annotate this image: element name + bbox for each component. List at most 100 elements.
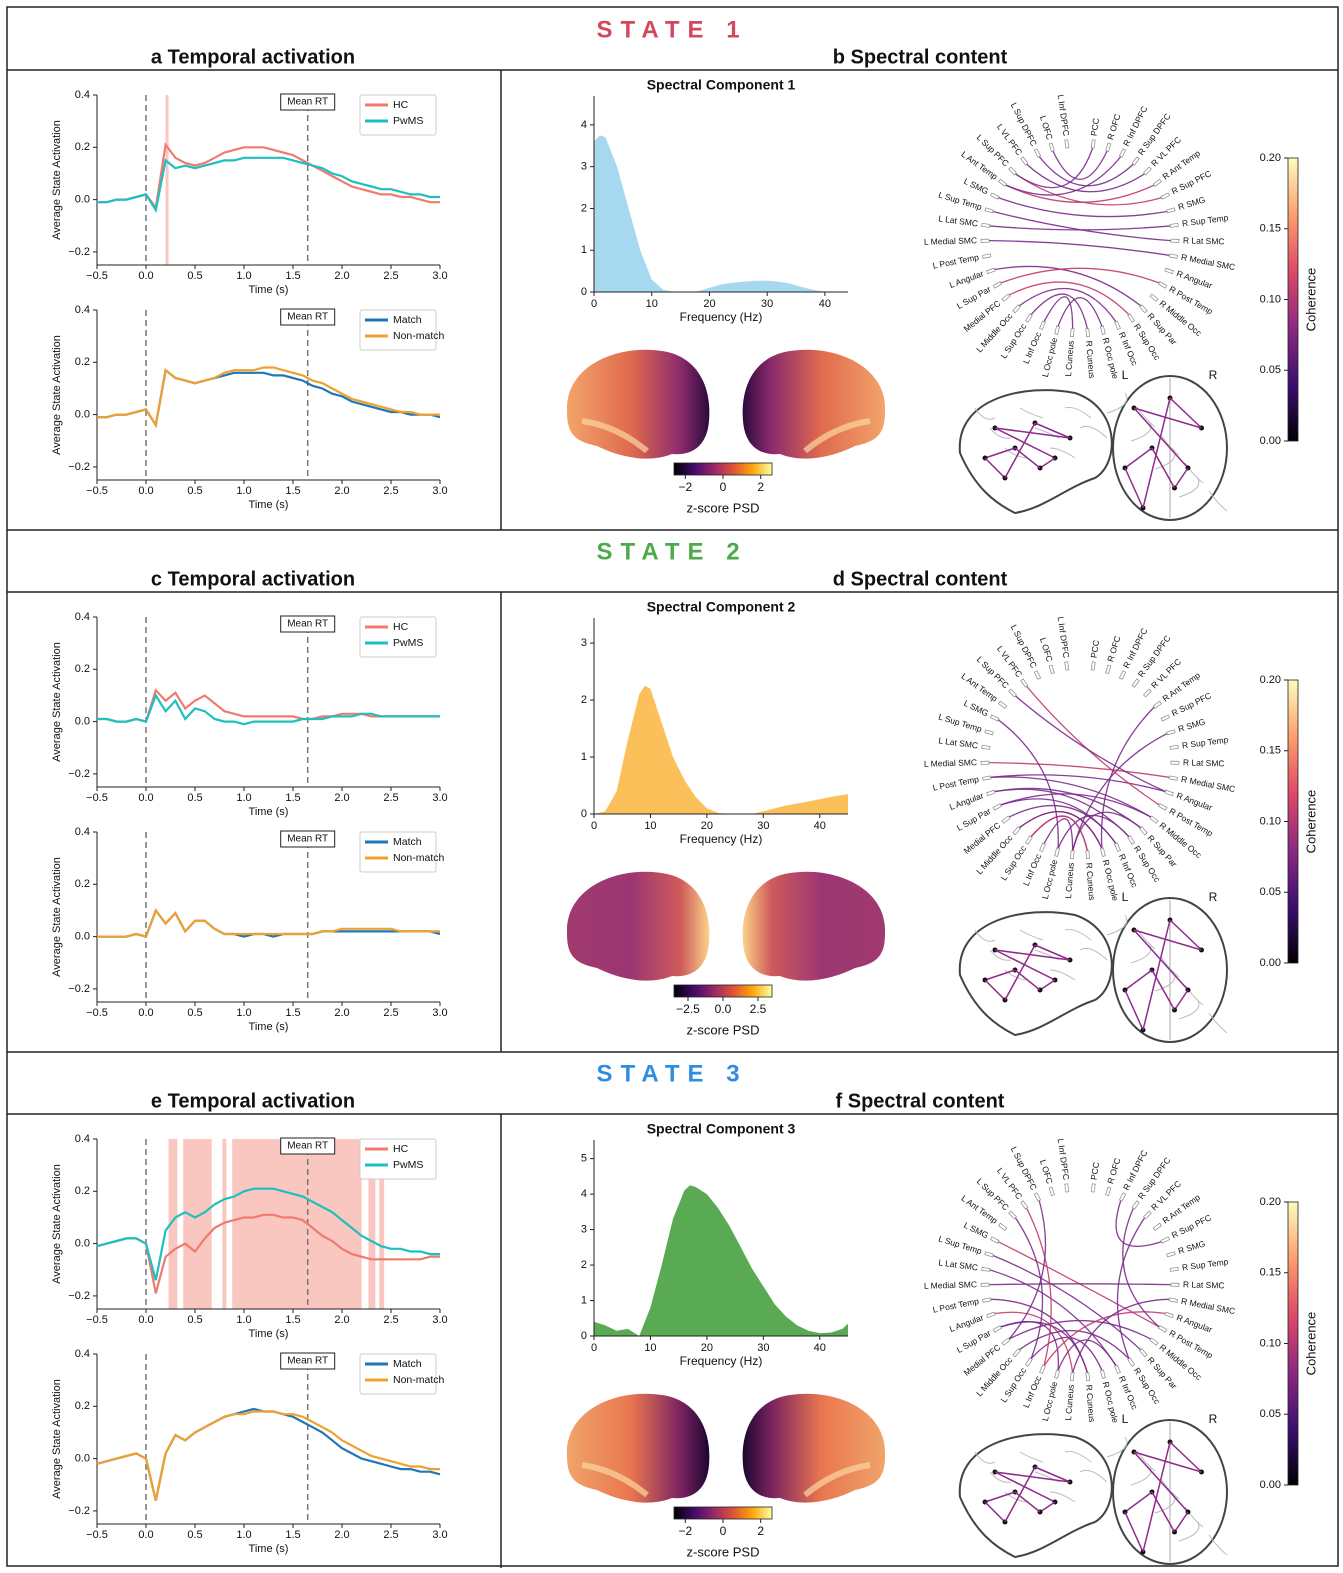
region-node	[1002, 816, 1010, 823]
series-line	[97, 368, 440, 426]
x-axis-label: Time (s)	[249, 806, 289, 818]
region-label: R Occ pole	[1101, 337, 1121, 380]
region-node	[1021, 157, 1028, 165]
x-axis-label: Time (s)	[249, 1328, 289, 1340]
y-tick-label: 3	[581, 637, 587, 649]
colorbar-label: z-score PSD	[687, 1022, 760, 1037]
region-node	[1100, 848, 1105, 856]
y-tick-label: −0.2	[68, 768, 90, 780]
region-node	[1150, 294, 1158, 301]
region-node	[1132, 1201, 1139, 1209]
region-node	[987, 790, 996, 796]
region-node	[1021, 1201, 1028, 1209]
glass-brain-side	[960, 390, 1112, 513]
x-tick-label: 1.5	[285, 485, 300, 497]
reference-label: Mean RT	[287, 312, 328, 323]
region-label: L Sup Temp	[937, 711, 983, 734]
region-node	[1100, 326, 1105, 334]
panel-title: b Spectral content	[833, 46, 1008, 68]
region-node	[1086, 329, 1090, 337]
y-tick-label: 1	[581, 751, 587, 763]
y-tick-label: 5	[581, 1153, 587, 1165]
panel-title: e Temporal activation	[151, 1090, 355, 1112]
state-title: STATE 2	[596, 538, 747, 565]
x-axis-label: Frequency (Hz)	[680, 1354, 763, 1368]
y-tick-label: 0	[581, 808, 587, 820]
y-tick-label: 1	[581, 1294, 587, 1306]
region-node	[983, 1298, 991, 1302]
x-tick-label: 1.5	[285, 1529, 300, 1541]
region-label: R Cuneus	[1084, 862, 1097, 900]
legend-label: Non-match	[393, 852, 445, 864]
y-tick-label: 0.0	[75, 716, 90, 728]
region-label: PCC	[1089, 117, 1101, 136]
region-label: L SMG	[962, 176, 990, 197]
region-label: R Occ pole	[1101, 859, 1121, 902]
region-label: L Occ pole	[1040, 1380, 1059, 1422]
x-tick-label: 2.5	[383, 792, 398, 804]
y-tick-label: 0.0	[75, 931, 90, 943]
x-tick-label: 0.0	[138, 1529, 153, 1541]
legend-label: Non-match	[393, 330, 445, 342]
region-node	[1161, 1237, 1170, 1243]
region-node	[1009, 689, 1017, 697]
x-tick-label: 1.0	[236, 1007, 251, 1019]
spectrum-area	[594, 1185, 848, 1336]
series-line	[97, 1409, 440, 1501]
region-node	[1009, 167, 1017, 175]
region-node	[1065, 1184, 1069, 1192]
x-tick-label: 1.0	[236, 792, 251, 804]
series-line	[97, 370, 440, 425]
x-tick-label: 30	[757, 820, 769, 832]
region-node	[1161, 715, 1170, 721]
region-node	[1169, 254, 1177, 258]
colorbar-label: Coherence	[1303, 790, 1318, 854]
x-tick-label: 0.5	[187, 1007, 202, 1019]
region-label: R Inf Occ	[1117, 330, 1140, 367]
y-axis-label: Average State Activation	[51, 335, 63, 455]
x-tick-label: 2.0	[334, 1529, 349, 1541]
colorbar-tick-label: 0.15	[1260, 1267, 1281, 1279]
y-tick-label: −0.2	[68, 461, 90, 473]
connection	[1006, 185, 1154, 202]
region-label: R Angular	[1175, 790, 1214, 812]
region-node	[1128, 836, 1135, 844]
region-node	[1119, 149, 1125, 157]
y-tick-label: 4	[581, 1188, 587, 1200]
x-tick-label: 0.5	[187, 1314, 202, 1326]
glass-brain-side	[960, 1434, 1112, 1557]
region-node	[1132, 157, 1139, 165]
y-tick-label: 0.4	[75, 1348, 90, 1360]
region-label: R Sup Temp	[1181, 734, 1229, 750]
legend-label: PwMS	[393, 637, 423, 649]
region-label: L Medial SMC	[924, 757, 977, 769]
state-title: STATE 1	[596, 16, 747, 43]
colorbar-tick-label: 0	[720, 1524, 727, 1538]
region-node	[1025, 1358, 1032, 1366]
region-node	[1170, 223, 1178, 227]
region-node	[1169, 1298, 1177, 1302]
panel-title: f Spectral content	[836, 1090, 1005, 1112]
chart-title: Spectral Component 1	[647, 77, 796, 93]
region-node	[1049, 143, 1054, 152]
glass-brain-side	[960, 912, 1112, 1035]
region-node	[993, 282, 1001, 289]
colorbar-tick-label: 2	[757, 1524, 764, 1538]
x-tick-label: 0	[591, 298, 597, 310]
panel-title: c Temporal activation	[151, 568, 355, 590]
region-label: R OFC	[1105, 635, 1122, 663]
region-label: L Post Temp	[932, 774, 980, 793]
y-tick-label: 0.0	[75, 194, 90, 206]
colorbar-tick-label: 0.00	[1260, 1479, 1281, 1491]
colorbar-label: z-score PSD	[687, 1544, 760, 1559]
region-node	[981, 239, 989, 242]
region-label: L Inf Occ	[1021, 852, 1044, 888]
region-node	[991, 1237, 1000, 1243]
panel-title: d Spectral content	[833, 568, 1008, 590]
y-tick-label: −0.2	[68, 246, 90, 258]
region-label: L Medial SMC	[924, 1279, 977, 1291]
x-tick-label: 1.5	[285, 1314, 300, 1326]
x-tick-label: 0.0	[138, 792, 153, 804]
region-node	[1055, 848, 1060, 856]
region-label: R Cuneus	[1084, 1384, 1097, 1422]
